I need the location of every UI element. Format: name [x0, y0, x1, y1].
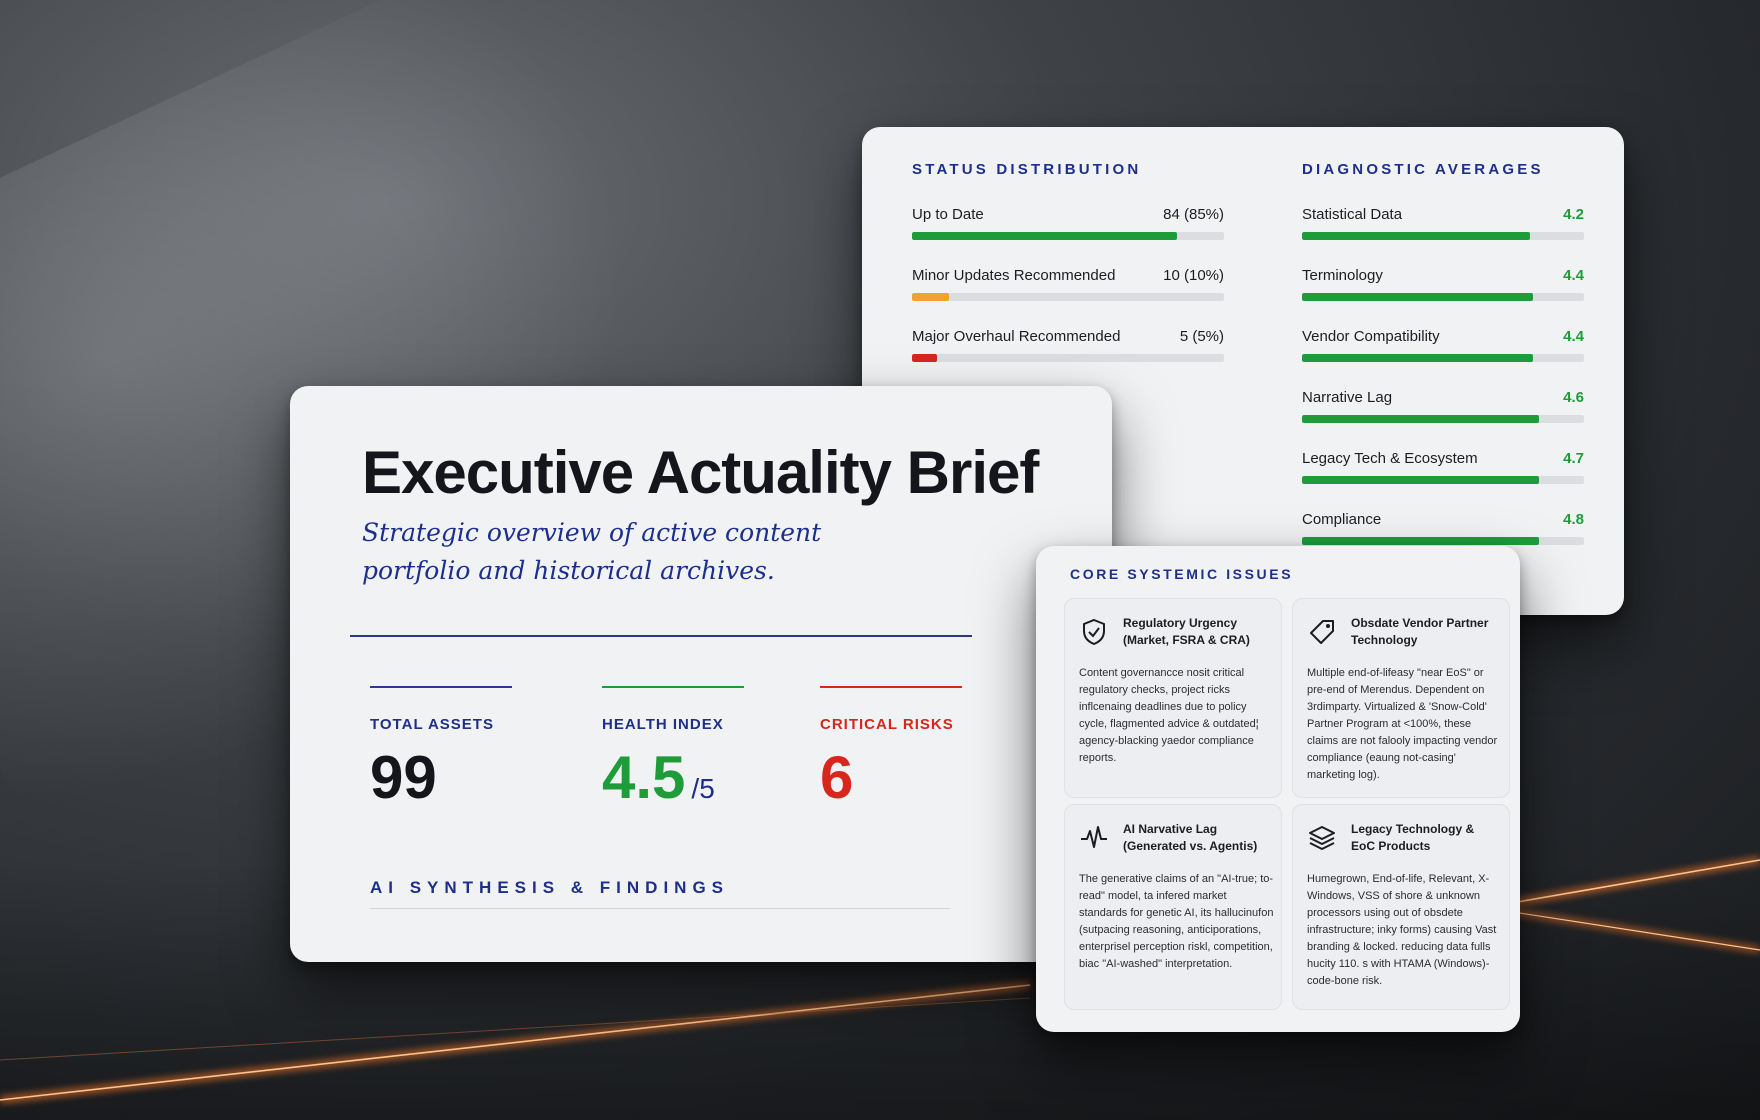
- progress-fill: [1302, 415, 1539, 423]
- issue-body: Humegrown, End-of-life, Relevant, X-Wind…: [1307, 873, 1497, 987]
- metric-health-index: HEALTH INDEX 4.5/5: [602, 686, 782, 822]
- progress-track: [912, 354, 1224, 362]
- row-label: Terminology: [1302, 267, 1383, 284]
- diag-row-5: Compliance 4.8: [1302, 511, 1584, 551]
- layers-icon: [1309, 826, 1335, 850]
- tag-icon: [1310, 620, 1334, 644]
- progress-fill: [1302, 293, 1534, 301]
- progress-fill: [1302, 537, 1539, 545]
- progress-track: [1302, 476, 1584, 484]
- progress-track: [1302, 537, 1584, 545]
- metric-critical-risks: CRITICAL RISKS 6: [820, 686, 1000, 811]
- issue-title: Regulatory Urgency (Market, FSRA & CRA): [1123, 616, 1250, 647]
- row-value: 4.6: [1563, 389, 1584, 406]
- row-label: Major Overhaul Recommended: [912, 328, 1121, 345]
- diag-row-4: Legacy Tech & Ecosystem 4.7: [1302, 450, 1584, 490]
- issue-body: The generative claims of an "AI-true; to…: [1079, 873, 1274, 970]
- progress-fill: [1302, 232, 1531, 240]
- issue-card-regulatory[interactable]: Regulatory Urgency (Market, FSRA & CRA) …: [1064, 598, 1282, 798]
- status-row-0: Up to Date 84 (85%): [912, 206, 1224, 246]
- progress-track: [912, 293, 1224, 301]
- issue-title: Obsdate Vendor Partner Technology: [1351, 616, 1489, 647]
- issue-body: Multiple end-of-lifeasy "near EoS" or pr…: [1307, 667, 1498, 781]
- progress-fill: [912, 354, 937, 362]
- executive-brief-card: Executive Actuality Brief Strategic over…: [290, 386, 1112, 962]
- progress-fill: [912, 232, 1178, 240]
- status-row-1: Minor Updates Recommended 10 (10%): [912, 267, 1224, 307]
- core-issues-title: CORE SYSTEMIC ISSUES: [1070, 566, 1294, 582]
- page-subtitle: Strategic overview of active content por…: [362, 518, 822, 585]
- row-value: 4.8: [1563, 511, 1584, 528]
- diag-row-0: Statistical Data 4.2: [1302, 206, 1584, 246]
- row-value: 4.4: [1563, 328, 1584, 345]
- issue-card-legacy[interactable]: Legacy Technology & EoC Products Humegro…: [1292, 804, 1510, 1010]
- progress-track: [1302, 415, 1584, 423]
- row-value: 5 (5%): [1179, 328, 1224, 345]
- row-label: Up to Date: [912, 206, 984, 223]
- metric-total-assets: TOTAL ASSETS 99: [370, 686, 550, 811]
- ai-synthesis-divider: [370, 908, 950, 909]
- progress-fill: [1302, 354, 1534, 362]
- row-value: 10 (10%): [1163, 267, 1224, 284]
- progress-track: [912, 232, 1224, 240]
- metric-suffix: /5: [691, 773, 715, 804]
- row-label: Compliance: [1302, 511, 1382, 528]
- shield-check-icon: [1083, 618, 1105, 646]
- diag-row-1: Terminology 4.4: [1302, 267, 1584, 307]
- row-label: Vendor Compatibility: [1302, 328, 1440, 345]
- progress-track: [1302, 354, 1584, 362]
- progress-fill: [912, 293, 950, 301]
- row-label: Narrative Lag: [1302, 389, 1393, 406]
- status-distribution-title: STATUS DISTRIBUTION: [912, 161, 1142, 178]
- metric-accent-bar: [602, 686, 744, 688]
- row-value: 84 (85%): [1163, 206, 1224, 223]
- page-title: Executive Actuality Brief: [362, 439, 1039, 506]
- progress-track: [1302, 293, 1584, 301]
- metric-label: CRITICAL RISKS: [820, 716, 954, 733]
- metric-label: HEALTH INDEX: [602, 716, 724, 733]
- issue-card-ai-narrative[interactable]: AI Narvative Lag (Generated vs. Agentis)…: [1064, 804, 1282, 1010]
- core-issues-card: CORE SYSTEMIC ISSUES Regulatory Urgency …: [1036, 546, 1520, 1032]
- progress-track: [1302, 232, 1584, 240]
- issue-title: Legacy Technology & EoC Products: [1351, 822, 1475, 853]
- status-row-2: Major Overhaul Recommended 5 (5%): [912, 328, 1224, 368]
- row-label: Minor Updates Recommended: [912, 267, 1116, 284]
- metric-value: 99: [370, 744, 437, 811]
- issue-card-vendor[interactable]: Obsdate Vendor Partner Technology Multip…: [1292, 598, 1510, 798]
- metric-value: 6: [820, 744, 854, 811]
- title-divider: [350, 635, 972, 637]
- row-label: Statistical Data: [1302, 206, 1403, 223]
- progress-fill: [1302, 476, 1539, 484]
- row-value: 4.2: [1563, 206, 1584, 223]
- diag-row-3: Narrative Lag 4.6: [1302, 389, 1584, 429]
- row-value: 4.7: [1563, 450, 1584, 467]
- row-value: 4.4: [1563, 267, 1584, 284]
- issue-body: Content governancce nosit critical regul…: [1079, 667, 1259, 764]
- metric-label: TOTAL ASSETS: [370, 716, 494, 733]
- metric-value: 4.5/5: [602, 744, 715, 811]
- metric-accent-bar: [820, 686, 962, 688]
- issue-title: AI Narvative Lag (Generated vs. Agentis): [1123, 822, 1258, 853]
- metric-accent-bar: [370, 686, 512, 688]
- ai-synthesis-heading: AI SYNTHESIS & FINDINGS: [370, 878, 730, 897]
- diagnostic-averages-title: DIAGNOSTIC AVERAGES: [1302, 161, 1544, 178]
- row-label: Legacy Tech & Ecosystem: [1302, 450, 1478, 467]
- pulse-icon: [1081, 826, 1107, 848]
- diag-row-2: Vendor Compatibility 4.4: [1302, 328, 1584, 368]
